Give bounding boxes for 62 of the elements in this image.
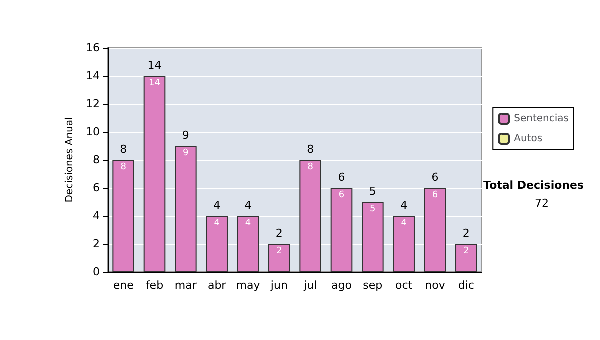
bar [330,188,353,272]
text: 72 [535,197,550,210]
y-tick-label: 2 [93,238,100,250]
bar [393,216,415,272]
x-tick-label: sep [363,279,383,292]
x-tick-label: dic [458,279,474,292]
y-tick-label: 16 [86,42,100,54]
x-tick-label: abr [208,279,227,292]
total-label: 4 [400,199,408,212]
bar [206,216,228,272]
x-tick-label: feb [146,279,164,292]
total-label: 2 [276,227,283,240]
bar [175,146,197,272]
total-label: 4 [244,199,252,212]
total-label: 8 [120,143,128,156]
text: Total Decisiones [484,179,584,192]
data-label: 2 [276,246,282,256]
x-tick-label: ene [113,279,134,292]
y-tick-label: 6 [93,182,100,194]
x-tick-label: jul [303,279,318,292]
bar [268,244,290,272]
y-tick-label: 4 [93,210,100,222]
y-axis-title: Decisiones Anual [64,117,76,203]
data-label: 6 [338,190,345,200]
data-label: 8 [120,162,127,172]
data-label: 5 [370,204,376,214]
y-tick-label: 0 [93,266,100,278]
x-tick-label: oct [396,279,414,292]
bar [424,188,446,272]
bar [300,160,322,272]
legend-label: Autos [514,134,543,144]
x-tick-label: jun [270,279,288,292]
total-label: 14 [148,59,162,72]
total-label: 4 [214,199,221,212]
bar [456,244,478,272]
data-label: 6 [432,190,438,200]
data-label: 2 [464,246,470,256]
y-tick-label: 8 [93,154,100,166]
total-label: 2 [462,227,470,240]
x-tick-label: may [236,279,261,292]
total-label: 5 [369,185,376,198]
bar [112,160,134,272]
data-label: 4 [245,218,252,228]
bar [362,202,384,272]
x-tick-label: mar [174,279,198,292]
x-tick-label: ago [332,279,352,292]
x-tick-label: nov [425,279,446,292]
data-label: 4 [401,218,408,228]
data-label: 9 [183,148,190,158]
data-label: 4 [214,218,220,228]
y-tick-label: 14 [86,70,100,82]
bar [144,76,166,272]
data-label: 8 [308,162,314,172]
y-tick-label: 10 [86,126,100,138]
data-label: 14 [149,78,161,88]
y-tick-label: 12 [86,98,100,110]
total-label: 6 [338,171,346,184]
total-label: 6 [432,171,439,184]
total-label: 9 [182,129,190,142]
total-label: 8 [307,143,314,156]
legend-label: Sentencias [514,114,570,124]
bar [237,216,260,272]
